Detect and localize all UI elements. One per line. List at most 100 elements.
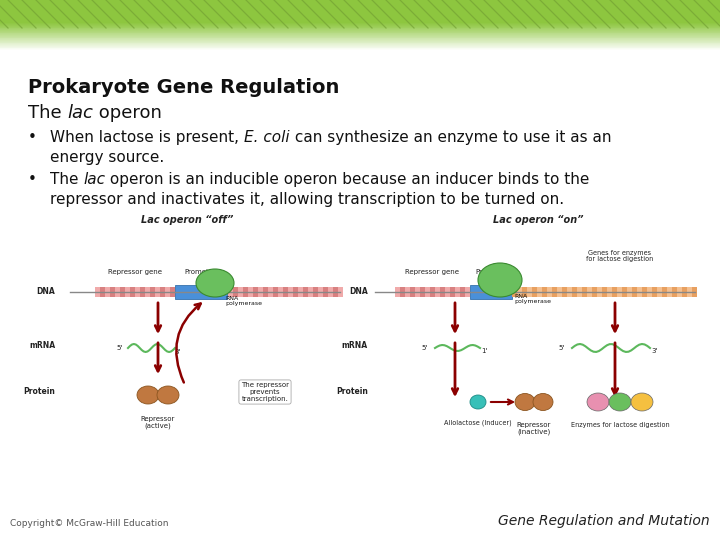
Bar [273,287,278,297]
Ellipse shape [470,395,486,409]
Bar [110,287,115,297]
Text: Protein: Protein [336,388,368,396]
Ellipse shape [478,263,522,297]
Bar [470,285,512,299]
Text: Repressor
(active): Repressor (active) [141,416,175,429]
Text: 1': 1' [481,348,487,354]
Bar [338,287,343,297]
Bar [0,37,720,38]
Bar [0,46,720,48]
Bar [263,287,268,297]
Bar [278,287,283,297]
Bar [0,14,720,15]
Bar [165,287,170,297]
Text: Prokaryote Gene Regulation: Prokaryote Gene Regulation [28,78,339,97]
Bar [238,287,243,297]
Text: The: The [50,172,84,187]
Bar [0,48,720,49]
Text: 3': 3' [175,349,181,355]
Text: 5': 5' [117,345,123,351]
Bar [607,287,612,297]
Bar [253,287,258,297]
Bar [587,287,592,297]
Bar [542,287,547,297]
Ellipse shape [609,393,631,411]
Text: Lac operon “on”: Lac operon “on” [492,215,583,225]
Bar [155,287,160,297]
Bar [258,287,263,297]
Text: operon is an inducible operon because an inducer binds to the: operon is an inducible operon because an… [105,172,590,187]
Bar [248,287,253,297]
Bar [465,287,470,297]
Bar [0,12,720,14]
Bar [125,287,130,297]
Bar [537,287,542,297]
Bar [323,287,328,297]
Bar [0,28,720,29]
Bar [268,287,273,297]
Bar [642,287,647,297]
Bar [612,287,617,297]
Text: Promoter: Promoter [475,269,507,275]
Bar [572,287,577,297]
Text: Enzymes for lactose digestion: Enzymes for lactose digestion [571,422,670,428]
Ellipse shape [137,386,159,404]
Bar [0,16,720,17]
Bar [0,38,720,39]
Text: lac: lac [84,172,105,187]
Bar [647,287,652,297]
Text: The: The [28,104,68,122]
Bar [243,287,248,297]
Bar [440,287,445,297]
Bar [567,287,572,297]
Bar [0,49,720,50]
Text: 3': 3' [652,348,658,354]
Bar [517,287,522,297]
Bar [0,17,720,18]
Text: RNA
polymerase: RNA polymerase [225,296,262,306]
Bar [0,11,720,12]
Bar [318,287,323,297]
Bar [130,287,135,297]
Bar [0,10,720,11]
Bar [657,287,662,297]
Text: DNA: DNA [36,287,55,296]
Bar [592,287,597,297]
Bar [0,26,720,28]
Bar [552,287,557,297]
Bar [293,287,298,297]
Ellipse shape [533,394,553,410]
Bar [455,287,460,297]
Bar [420,287,425,297]
Text: 5': 5' [559,345,565,351]
Text: Copyright© McGraw-Hill Education: Copyright© McGraw-Hill Education [10,519,168,528]
Bar [0,42,720,43]
Ellipse shape [157,386,179,404]
Bar [0,9,720,10]
Bar [170,287,175,297]
Bar [0,8,720,9]
Bar [160,287,165,297]
Bar [120,287,125,297]
Bar [0,2,720,3]
Text: E. coli: E. coli [244,130,289,145]
Bar [662,287,667,297]
Bar [445,287,450,297]
Bar [632,287,637,297]
Bar [425,287,430,297]
Bar [175,285,227,299]
Bar [577,287,582,297]
Text: •: • [28,130,37,145]
Bar [0,32,720,33]
Bar [0,18,720,19]
Bar [0,36,720,37]
Text: Gene Regulation and Mutation: Gene Regulation and Mutation [498,514,710,528]
Bar [602,287,607,297]
Bar [400,287,405,297]
Text: Repressor
(inactive): Repressor (inactive) [517,422,552,435]
Bar [0,33,720,34]
Bar [430,287,435,297]
Bar [333,287,338,297]
Bar [405,287,410,297]
Bar [0,44,720,45]
